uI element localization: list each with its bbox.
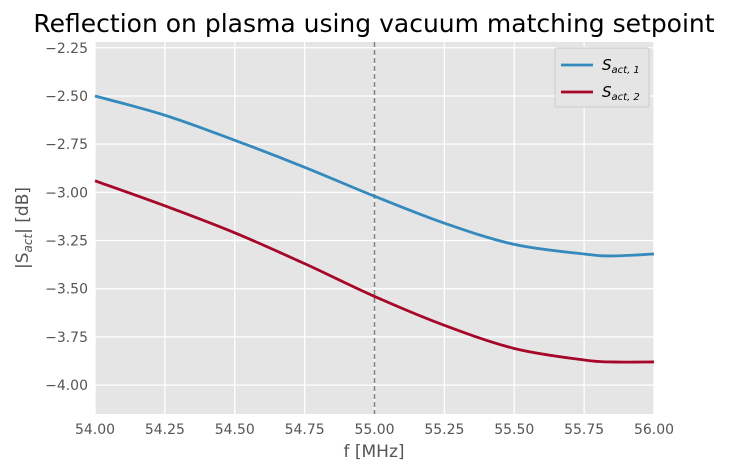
y-tick-label: −4.00 — [45, 378, 88, 394]
y-tick-label: −2.75 — [45, 137, 88, 153]
y-axis-label-subscript: act — [21, 233, 35, 253]
x-tick-label: 55.00 — [354, 422, 394, 438]
legend: Sact, 1 Sact, 2 — [554, 47, 650, 108]
chart-title: Reflection on plasma using vacuum matchi… — [33, 9, 714, 38]
x-tick-label: 55.50 — [494, 422, 534, 438]
x-tick-labels: 54.00 54.25 54.50 54.75 55.00 55.25 55.50 55.75… — [75, 422, 674, 438]
y-tick-label: −2.25 — [45, 41, 88, 57]
x-tick-label: 54.75 — [285, 422, 325, 438]
legend-label-1: Sact, 1 — [602, 56, 640, 76]
y-tick-label: −3.00 — [45, 185, 88, 201]
series-lines — [94, 94, 655, 364]
x-tick-label: 54.00 — [75, 422, 115, 438]
x-tick-label: 54.25 — [145, 422, 185, 438]
y-tick-label: −3.25 — [45, 234, 88, 250]
x-tick-label: 55.25 — [424, 422, 464, 438]
y-tick-label: −3.50 — [45, 282, 88, 298]
y-axis-label-tail: | [dB] — [13, 187, 33, 234]
y-axis-label-main: |S — [13, 252, 33, 269]
y-axis-label: |Sact| [dB] — [13, 187, 35, 269]
x-tick-label: 54.50 — [215, 422, 255, 438]
y-tick-labels: −2.25 −2.50 −2.75 −3.00 −3.25 −3.50 −3.75 −4.00 — [45, 41, 88, 394]
legend-label-2: Sact, 2 — [602, 83, 640, 103]
series-line-1 — [94, 94, 655, 258]
x-tick-label: 56.00 — [634, 422, 674, 438]
series-line-2 — [94, 179, 655, 364]
x-tick-label: 55.75 — [564, 422, 604, 438]
x-axis-label: f [MHz] — [343, 442, 404, 462]
y-tick-label: −3.75 — [45, 330, 88, 346]
y-tick-label: −2.50 — [45, 89, 88, 105]
